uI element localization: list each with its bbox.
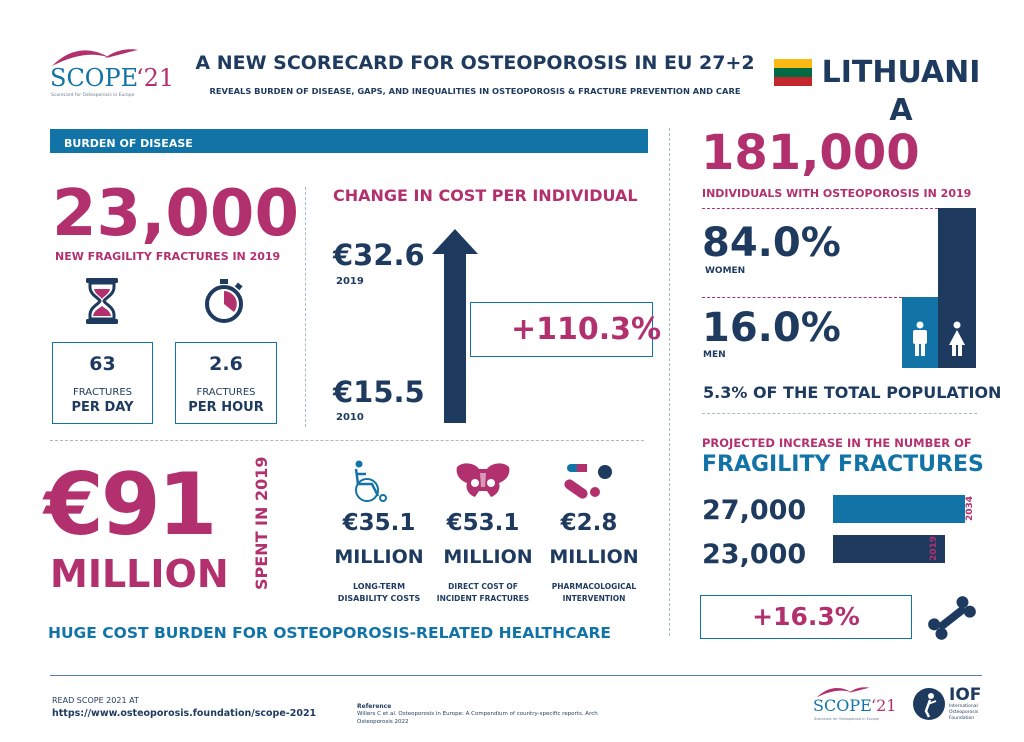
spend-item-2-label2: INCIDENT FRACTURES bbox=[436, 594, 530, 603]
cost-2010-year: 2010 bbox=[336, 412, 364, 423]
iof-logo: IOF International Osteoporosis Foundatio… bbox=[912, 684, 984, 724]
per-hour-label1: FRACTURES bbox=[196, 387, 256, 398]
footer-scope-text: SCOPE bbox=[813, 696, 872, 715]
projection-divider bbox=[702, 413, 977, 414]
spend-item-1-value: €35.1 bbox=[342, 510, 416, 536]
spend-item-1-unit: MILLION bbox=[334, 546, 424, 568]
lithuania-flag-icon bbox=[774, 59, 812, 86]
spend-item-3-label1: PHARMACOLOGICAL bbox=[551, 582, 637, 591]
woman-icon bbox=[949, 321, 965, 356]
projection-2034-value: 27,000 bbox=[702, 495, 807, 526]
iof-line1: International bbox=[949, 704, 978, 709]
spend-item-3-label2: INTERVENTION bbox=[562, 594, 626, 603]
footer-scope-tagline: Scorecard for Osteoporosis in Europe bbox=[814, 717, 879, 721]
cost-burden-footer: HUGE COST BURDEN FOR OSTEOPOROSIS-RELATE… bbox=[48, 624, 611, 642]
per-day-value: 63 bbox=[89, 353, 116, 375]
men-share-bar bbox=[902, 297, 938, 368]
scope-logo-swoosh-icon bbox=[52, 49, 138, 66]
per-hour-box: 2.6 FRACTURES PER HOUR bbox=[175, 342, 277, 424]
read-scope-label: READ SCOPE 2021 AT bbox=[52, 696, 139, 705]
reference-line1: Willers C et al. Osteoporosis in Europe:… bbox=[357, 711, 598, 717]
flag-stripe-green bbox=[774, 68, 812, 77]
osteoporosis-count: 181,000 bbox=[701, 125, 920, 181]
pelvis-icon bbox=[456, 463, 510, 497]
arrow-up-icon bbox=[432, 229, 478, 423]
fractures-label: NEW FRAGILITY FRACTURES IN 2019 bbox=[55, 250, 281, 263]
reference-line2: Osteoporosis 2022 bbox=[357, 719, 409, 725]
country-name: LITHUANIA bbox=[821, 55, 981, 128]
spend-item-1-label1: LONG-TERM bbox=[352, 582, 406, 591]
men-divider bbox=[702, 297, 902, 298]
projection-increase-box: +16.3% bbox=[700, 595, 912, 639]
women-label: WOMEN bbox=[705, 266, 746, 276]
spend-item-2-label1: DIRECT COST OF bbox=[448, 582, 518, 591]
per-day-box: 63 FRACTURES PER DAY bbox=[52, 342, 153, 424]
pills-icon bbox=[564, 464, 612, 499]
cost-2019-value: €32.6 bbox=[333, 238, 425, 272]
burden-banner: BURDEN OF DISEASE bbox=[50, 129, 648, 153]
footer-scope-logo: SCOPE ‘21 Scorecard for Osteoporosis in … bbox=[813, 684, 908, 724]
projection-2034-bar bbox=[833, 495, 965, 523]
scope-logo-suffix: ‘21 bbox=[136, 64, 175, 92]
women-divider bbox=[702, 208, 938, 209]
cost-2010-value: €15.5 bbox=[333, 375, 425, 409]
total-population: 5.3% OF THE TOTAL POPULATION bbox=[703, 383, 1002, 402]
per-day-label1: FRACTURES bbox=[73, 387, 132, 398]
total-spent-value: €91 bbox=[44, 455, 218, 555]
page-subtitle: REVEALS BURDEN OF DISEASE, GAPS, AND INE… bbox=[209, 86, 741, 96]
cost-2019-year: 2019 bbox=[336, 276, 364, 287]
flag-stripe-red bbox=[774, 77, 812, 86]
scope-logo-text: SCOPE bbox=[50, 64, 139, 92]
burden-divider bbox=[305, 187, 306, 427]
scope-url-link[interactable]: https://www.osteoporosis.foundation/scop… bbox=[52, 708, 317, 719]
spend-item-3-value: €2.8 bbox=[560, 510, 618, 536]
per-hour-label2: PER HOUR bbox=[188, 400, 264, 415]
reference-title: Reference bbox=[357, 703, 392, 710]
main-divider bbox=[669, 128, 670, 636]
wheelchair-icon bbox=[354, 460, 387, 502]
spend-item-2-unit: MILLION bbox=[443, 546, 533, 568]
projection-2019-year: 2019 bbox=[929, 535, 939, 561]
bone-icon bbox=[928, 596, 976, 640]
stopwatch-icon bbox=[205, 279, 243, 323]
osteoporosis-label: INDIVIDUALS WITH OSTEOPOROSIS IN 2019 bbox=[702, 187, 972, 200]
spent-year-label: SPENT IN 2019 bbox=[252, 456, 271, 591]
men-label: MEN bbox=[703, 350, 726, 360]
spend-item-2-value: €53.1 bbox=[446, 510, 520, 536]
iof-figure-icon bbox=[913, 688, 945, 720]
footer-divider bbox=[50, 675, 982, 676]
spend-item-3-unit: MILLION bbox=[549, 546, 639, 568]
projection-title1: PROJECTED INCREASE IN THE NUMBER OF bbox=[702, 436, 972, 450]
burden-banner-label: BURDEN OF DISEASE bbox=[64, 137, 193, 150]
iof-text: IOF bbox=[949, 685, 982, 705]
footer-scope-swoosh-icon bbox=[816, 687, 870, 698]
spend-item-1-label2: DISABILITY COSTS bbox=[337, 594, 421, 603]
iof-line3: Foundation bbox=[949, 716, 975, 721]
scope-logo: SCOPE ‘21 Scorecard for Osteoporosis in … bbox=[50, 44, 175, 102]
iof-line2: Osteoporosis bbox=[949, 710, 979, 715]
projection-2034-year: 2034 bbox=[965, 495, 975, 521]
footer-scope-suffix: ‘21 bbox=[871, 696, 897, 715]
per-hour-value: 2.6 bbox=[209, 353, 243, 375]
hourglass-icon bbox=[86, 278, 118, 324]
scope-logo-tagline: Scorecard for Osteoporosis in Europe bbox=[51, 93, 135, 98]
women-share-bar bbox=[938, 208, 976, 368]
per-day-label2: PER DAY bbox=[71, 400, 134, 415]
total-spent-unit: MILLION bbox=[50, 552, 229, 596]
flag-stripe-yellow bbox=[774, 59, 812, 68]
cost-increase-value: +110.3% bbox=[511, 312, 662, 347]
section-divider bbox=[50, 440, 644, 441]
page-title: A NEW SCORECARD FOR OSTEOPOROSIS IN EU 2… bbox=[195, 52, 755, 74]
men-pct: 16.0% bbox=[702, 305, 841, 351]
man-icon bbox=[913, 321, 927, 356]
cost-change-title: CHANGE IN COST PER INDIVIDUAL bbox=[333, 186, 638, 205]
cost-increase-box: +110.3% bbox=[470, 302, 661, 357]
projection-title2: FRAGILITY FRACTURES bbox=[702, 452, 984, 477]
projection-2019-value: 23,000 bbox=[702, 539, 807, 570]
projection-2019-bar bbox=[833, 535, 946, 563]
projection-increase-value: +16.3% bbox=[752, 602, 860, 631]
women-pct: 84.0% bbox=[702, 220, 841, 266]
fractures-value: 23,000 bbox=[52, 177, 299, 251]
